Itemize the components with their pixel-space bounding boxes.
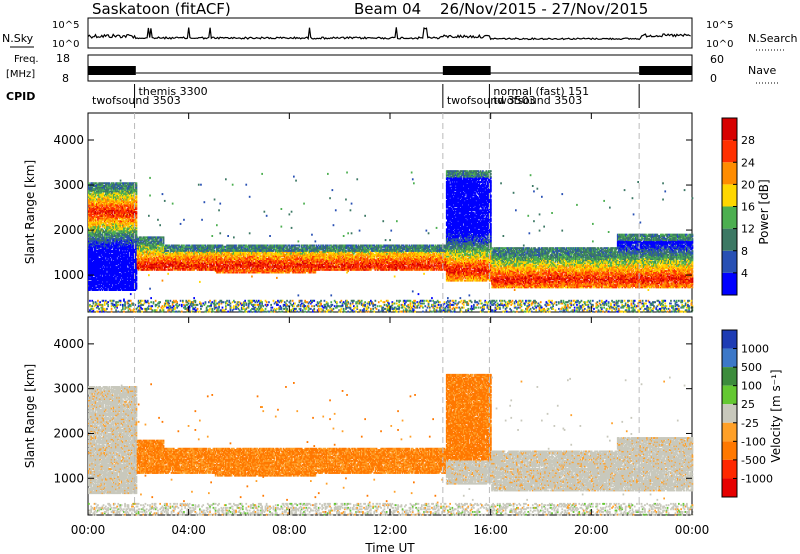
- beam-title: Beam 04: [354, 0, 421, 18]
- radar-plot: Saskatoon (fitACF) Beam 04 26/Nov/2015 -…: [0, 0, 800, 554]
- power-heatmap: [88, 170, 693, 312]
- freq-unit: [MHz]: [6, 69, 35, 80]
- nsky-tick-bottom: 10^0: [52, 39, 79, 50]
- nave-tick-bottom: 0: [710, 72, 717, 85]
- freq-trace: [88, 66, 692, 75]
- freq-block: [639, 66, 692, 75]
- freq-tick-bottom: 8: [62, 72, 69, 85]
- cpid-entry: themis 3300: [139, 85, 208, 98]
- power-cell: [96, 303, 98, 305]
- cpid-entry: twofsound 3503: [493, 94, 582, 107]
- nsearch-label: N.Search: [748, 32, 798, 45]
- power-cell: [97, 311, 99, 313]
- nsearch-tick-bottom: 10^0: [706, 39, 733, 50]
- freq-tick-top: 18: [56, 52, 70, 65]
- nsky-trace: [88, 27, 691, 39]
- nsky-panel: [88, 18, 692, 48]
- cpid-label: CPID: [6, 90, 35, 103]
- nsky-label: N.Sky: [2, 32, 34, 45]
- power-cell: [102, 304, 104, 306]
- power-cell: [93, 308, 95, 310]
- date-range-title: 26/Nov/2015 - 27/Nov/2015: [440, 0, 648, 18]
- power-cell: [97, 300, 99, 302]
- freq-panel: [88, 55, 692, 81]
- power-cell: [89, 300, 91, 302]
- power-cell: [93, 301, 95, 303]
- nsky-tick-top: 10^5: [52, 20, 79, 31]
- freq-block: [443, 66, 491, 75]
- freq-label: Freq.: [14, 54, 39, 65]
- freq-block: [88, 66, 136, 75]
- nave-label: Nave: [748, 64, 776, 77]
- station-title: Saskatoon (fitACF): [92, 0, 231, 18]
- power-cell: [98, 308, 100, 310]
- power-cell: [99, 301, 101, 303]
- nave-tick-top: 60: [710, 53, 724, 66]
- nsearch-tick-top: 10^5: [706, 20, 733, 31]
- power-cell: [91, 305, 93, 307]
